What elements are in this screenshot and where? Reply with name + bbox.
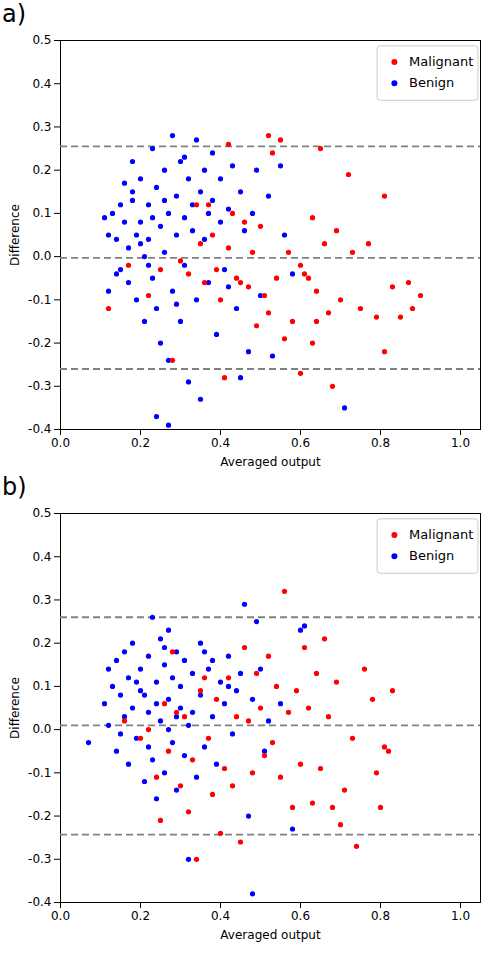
svg-text:0.1: 0.1 [32,206,51,220]
svg-text:0.0: 0.0 [32,249,51,263]
html-text:b): b) [2,473,27,501]
svg-text:0.4: 0.4 [211,909,230,923]
svg-text:-0.3: -0.3 [28,379,51,393]
svg-text:0.4: 0.4 [32,77,51,91]
svg-text:0.0: 0.0 [51,909,70,923]
svg-text:0.2: 0.2 [131,436,150,450]
svg-text:0.0: 0.0 [51,436,70,450]
svg-text:0.3: 0.3 [32,120,51,134]
svg-text:-0.2: -0.2 [28,336,51,350]
svg-text:Difference: Difference [8,204,22,266]
svg-text:Malignant: Malignant [409,527,473,542]
svg-text:0.4: 0.4 [211,436,230,450]
svg-text:0.6: 0.6 [291,436,310,450]
svg-text:Benign: Benign [409,548,454,563]
svg-text:Difference: Difference [8,677,22,739]
svg-text:0.0: 0.0 [32,722,51,736]
svg-text:1.0: 1.0 [451,909,470,923]
svg-text:-0.4: -0.4 [28,422,51,436]
svg-text:0.5: 0.5 [32,506,51,520]
svg-text:0.6: 0.6 [291,909,310,923]
svg-text:Malignant: Malignant [409,54,473,69]
svg-text:-0.1: -0.1 [28,766,51,780]
svg-text:0.8: 0.8 [371,436,390,450]
svg-text:Benign: Benign [409,75,454,90]
svg-text:0.5: 0.5 [32,33,51,47]
svg-text:1.0: 1.0 [451,436,470,450]
svg-text:-0.2: -0.2 [28,809,51,823]
svg-text:Averaged output: Averaged output [220,928,321,942]
svg-text:Averaged output: Averaged output [220,455,321,469]
svg-text:0.2: 0.2 [32,636,51,650]
svg-text:0.8: 0.8 [371,909,390,923]
html-text:a): a) [2,0,27,28]
svg-text:0.2: 0.2 [32,163,51,177]
svg-text:0.1: 0.1 [32,679,51,693]
svg-text:-0.4: -0.4 [28,895,51,909]
svg-text:-0.1: -0.1 [28,293,51,307]
svg-text:0.4: 0.4 [32,550,51,564]
svg-text:0.2: 0.2 [131,909,150,923]
svg-text:0.3: 0.3 [32,593,51,607]
svg-text:-0.3: -0.3 [28,852,51,866]
